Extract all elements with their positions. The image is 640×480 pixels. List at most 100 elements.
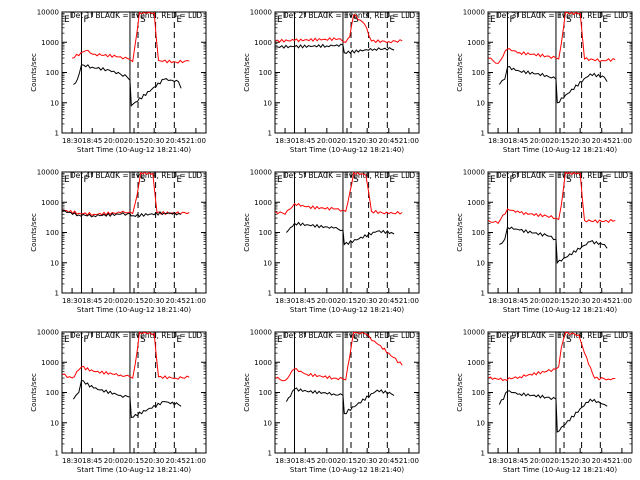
lld-series-line bbox=[488, 171, 616, 225]
x-tick-label: 20:30 bbox=[357, 297, 377, 305]
x-tick-label: 20:00 bbox=[530, 137, 550, 145]
x-tick-label: 18:45 bbox=[82, 137, 102, 145]
plot-frame bbox=[61, 331, 207, 454]
y-tick-label: 10 bbox=[263, 259, 272, 267]
x-tick-label: 20:00 bbox=[317, 137, 337, 145]
x-tick-label: 20:30 bbox=[357, 137, 377, 145]
chart-title: Det 6f BLACK = Events, RED = LLD bbox=[496, 171, 629, 180]
x-axis-label: Start Time (10-Aug-12 18:21:40) bbox=[290, 306, 404, 314]
y-tick-label: 10000 bbox=[463, 169, 485, 177]
x-tick-label: 21:00 bbox=[612, 137, 632, 145]
x-tick-label: 18:30 bbox=[62, 137, 82, 145]
lld-series-line bbox=[62, 331, 190, 380]
y-tick-label: 1000 bbox=[41, 359, 59, 367]
plot-frame bbox=[61, 171, 207, 294]
x-axis-label: Start Time (10-Aug-12 18:21:40) bbox=[503, 146, 617, 154]
chart-panel-4: Det 4f BLACK = Events, RED = LLD 1 10 100 10… bbox=[30, 169, 207, 314]
x-axis-label: Start Time (10-Aug-12 18:21:40) bbox=[77, 306, 191, 314]
x-tick-label: 20:45 bbox=[166, 457, 186, 465]
y-tick-label: 10 bbox=[263, 419, 272, 427]
marker-label: S bbox=[353, 175, 359, 185]
chart-title: Det 8f BLACK = Events, RED = LLD bbox=[283, 331, 416, 340]
lld-series-line bbox=[275, 171, 403, 215]
x-axis-label: Start Time (10-Aug-12 18:21:40) bbox=[290, 146, 404, 154]
chart-panel-3: Det 3f BLACK = Events, RED = LLD 1 10 100 10… bbox=[456, 9, 633, 154]
marker-label: S bbox=[140, 15, 146, 25]
x-axis-label: Start Time (10-Aug-12 18:21:40) bbox=[503, 306, 617, 314]
y-tick-label: 10 bbox=[50, 99, 59, 107]
x-tick-label: 20:15 bbox=[550, 297, 570, 305]
plot-frame bbox=[274, 11, 420, 134]
x-tick-label: 21:00 bbox=[399, 457, 419, 465]
y-tick-label: 10000 bbox=[250, 329, 272, 337]
y-tick-label: 100 bbox=[472, 69, 485, 77]
chart-title: Det 5f BLACK = Events, RED = LLD bbox=[283, 171, 416, 180]
lld-series-line bbox=[488, 332, 616, 382]
x-tick-label: 20:15 bbox=[337, 457, 357, 465]
y-tick-label: 10 bbox=[476, 99, 485, 107]
x-tick-label: 20:00 bbox=[104, 457, 124, 465]
events-series-line bbox=[286, 221, 395, 246]
y-tick-label: 1 bbox=[55, 450, 59, 458]
y-axis-label: Counts/sec bbox=[243, 53, 251, 92]
x-tick-label: 20:30 bbox=[144, 137, 164, 145]
y-tick-label: 100 bbox=[259, 229, 272, 237]
y-tick-label: 1 bbox=[268, 290, 272, 298]
x-tick-label: 18:30 bbox=[488, 297, 508, 305]
x-tick-label: 20:30 bbox=[570, 137, 590, 145]
y-axis-label: Counts/sec bbox=[30, 213, 38, 252]
y-tick-label: 1 bbox=[481, 130, 485, 138]
y-tick-label: 1 bbox=[268, 130, 272, 138]
marker-label: E bbox=[64, 15, 70, 25]
marker-label: S bbox=[566, 175, 572, 185]
plot-frame bbox=[487, 331, 633, 454]
chart-panel-9: Det 9f BLACK = Events, RED = LLD 1 10 100 10… bbox=[456, 329, 633, 474]
marker-label: F bbox=[83, 335, 88, 345]
marker-label: S bbox=[566, 15, 572, 25]
plot-frame bbox=[61, 11, 207, 134]
x-tick-label: 18:30 bbox=[62, 297, 82, 305]
marker-label: E bbox=[389, 15, 395, 25]
y-tick-label: 1 bbox=[55, 290, 59, 298]
y-tick-label: 100 bbox=[259, 69, 272, 77]
chart-panel-8: Det 8f BLACK = Events, RED = LLD 1 10 100 10… bbox=[243, 329, 420, 474]
y-tick-label: 10000 bbox=[463, 9, 485, 17]
x-tick-label: 18:45 bbox=[295, 297, 315, 305]
y-tick-label: 10 bbox=[476, 419, 485, 427]
chart-title: Det 9f BLACK = Events, RED = LLD bbox=[496, 331, 629, 340]
marker-label: E bbox=[389, 175, 395, 185]
marker-label: E bbox=[277, 15, 283, 25]
y-tick-label: 1 bbox=[268, 450, 272, 458]
x-tick-label: 20:00 bbox=[104, 137, 124, 145]
x-tick-label: 18:30 bbox=[62, 457, 82, 465]
y-axis-label: Counts/sec bbox=[456, 213, 464, 252]
y-tick-label: 10 bbox=[50, 419, 59, 427]
x-tick-label: 20:45 bbox=[379, 297, 399, 305]
lld-series-line bbox=[275, 14, 403, 44]
y-tick-label: 1000 bbox=[254, 39, 272, 47]
x-tick-label: 20:00 bbox=[530, 297, 550, 305]
marker-label: E bbox=[602, 335, 608, 345]
chart-title: Det 1f BLACK = Events, RED = LLD bbox=[70, 11, 203, 20]
x-tick-label: 21:00 bbox=[399, 297, 419, 305]
y-tick-label: 10000 bbox=[250, 9, 272, 17]
events-series-line bbox=[498, 390, 608, 433]
x-tick-label: 20:30 bbox=[570, 457, 590, 465]
y-tick-label: 10 bbox=[50, 259, 59, 267]
marker-label: E bbox=[176, 15, 182, 25]
plot-frame bbox=[487, 171, 633, 294]
y-tick-label: 10 bbox=[476, 259, 485, 267]
lld-series-line bbox=[275, 331, 403, 382]
chart-panel-5: Det 5f BLACK = Events, RED = LLD 1 10 100 10… bbox=[243, 169, 420, 314]
x-tick-label: 20:45 bbox=[592, 137, 612, 145]
x-tick-label: 18:45 bbox=[508, 457, 528, 465]
y-tick-label: 100 bbox=[46, 229, 59, 237]
y-tick-label: 1000 bbox=[41, 39, 59, 47]
y-tick-label: 100 bbox=[259, 389, 272, 397]
plot-frame bbox=[274, 171, 420, 294]
marker-label: E bbox=[64, 175, 70, 185]
x-tick-label: 18:30 bbox=[275, 297, 295, 305]
y-tick-label: 1000 bbox=[467, 199, 485, 207]
y-axis-label: Counts/sec bbox=[243, 373, 251, 412]
x-tick-label: 20:00 bbox=[530, 457, 550, 465]
